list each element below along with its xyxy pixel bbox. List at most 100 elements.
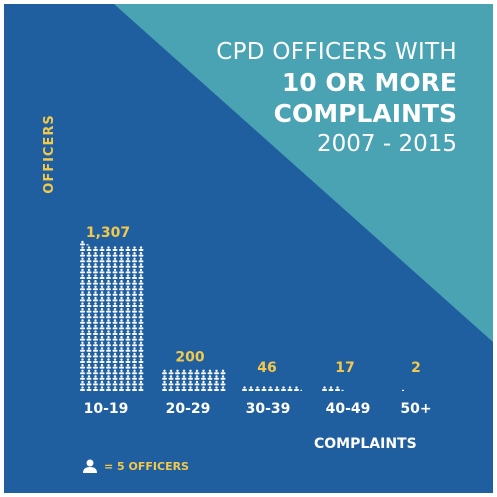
person-icon bbox=[168, 380, 174, 386]
person-icon bbox=[138, 324, 144, 330]
person-icon bbox=[188, 380, 193, 386]
person-icon bbox=[168, 386, 174, 391]
person-icon bbox=[138, 246, 144, 251]
person-icon bbox=[106, 319, 111, 324]
person-icon bbox=[138, 386, 144, 391]
person-icon bbox=[168, 375, 174, 380]
person-icon bbox=[112, 257, 118, 263]
person-icon bbox=[138, 369, 144, 375]
person-icon bbox=[80, 319, 85, 324]
person-icon bbox=[106, 330, 111, 335]
title-line-3: COMPLAINTS bbox=[273, 99, 457, 128]
person-icon bbox=[80, 240, 85, 246]
person-icon bbox=[138, 319, 144, 324]
person-icon bbox=[106, 268, 111, 274]
person-icon bbox=[93, 347, 98, 352]
person-icon bbox=[99, 380, 105, 386]
person-icon bbox=[188, 375, 193, 380]
value-label: 2 bbox=[411, 360, 421, 376]
person-icon bbox=[132, 380, 137, 386]
person-icon bbox=[119, 352, 124, 358]
person-icon bbox=[132, 341, 137, 347]
person-icon bbox=[125, 285, 131, 291]
person-icon bbox=[93, 252, 98, 257]
person-icon bbox=[112, 263, 118, 268]
person-icon bbox=[119, 263, 124, 268]
person-icon bbox=[86, 313, 92, 319]
person-icon bbox=[125, 324, 131, 330]
person-icon bbox=[132, 268, 137, 274]
person-icon bbox=[132, 375, 137, 380]
person-icon bbox=[93, 246, 98, 251]
person-icon bbox=[80, 313, 85, 319]
person-icon bbox=[80, 302, 85, 307]
person-icon bbox=[86, 324, 92, 330]
person-icon bbox=[194, 380, 200, 386]
person-icon bbox=[80, 386, 85, 391]
person-icon bbox=[112, 341, 118, 347]
person-icon bbox=[106, 263, 111, 268]
person-icon bbox=[274, 386, 280, 391]
person-icon bbox=[119, 285, 124, 291]
person-icon bbox=[106, 380, 111, 386]
person-icon bbox=[93, 386, 98, 391]
person-icon bbox=[106, 352, 111, 358]
person-icon bbox=[112, 285, 118, 291]
person-icon bbox=[93, 341, 98, 347]
legend-text: = 5 OFFICERS bbox=[104, 459, 189, 473]
bar-20-29 bbox=[162, 369, 226, 391]
person-icon bbox=[220, 369, 226, 375]
person-icon bbox=[138, 330, 144, 335]
person-icon bbox=[86, 291, 92, 296]
person-icon bbox=[119, 268, 124, 274]
person-icon bbox=[132, 352, 137, 358]
person-icon bbox=[93, 375, 98, 380]
person-icon bbox=[300, 389, 302, 391]
person-icon bbox=[119, 358, 124, 363]
person-icon bbox=[86, 369, 92, 375]
person-icon bbox=[188, 386, 193, 391]
person-icon bbox=[125, 257, 131, 263]
person-icon bbox=[132, 302, 137, 307]
person-icon bbox=[242, 386, 247, 391]
person-icon bbox=[138, 296, 144, 302]
person-icon bbox=[119, 364, 124, 369]
person-icon bbox=[106, 252, 111, 257]
person-icon bbox=[162, 369, 167, 375]
person-icon bbox=[80, 246, 85, 251]
person-icon bbox=[86, 386, 92, 391]
person-icon bbox=[93, 308, 98, 313]
person-icon bbox=[99, 308, 105, 313]
person-icon bbox=[86, 358, 92, 363]
person-icon bbox=[112, 352, 118, 358]
bar-50+ bbox=[402, 389, 404, 391]
person-icon bbox=[106, 364, 111, 369]
bar-30-39 bbox=[242, 386, 302, 391]
person-icon bbox=[132, 313, 137, 319]
person-icon bbox=[125, 319, 131, 324]
person-icon bbox=[201, 375, 206, 380]
person-icon bbox=[132, 246, 137, 251]
person-icon bbox=[112, 330, 118, 335]
person-icon bbox=[93, 274, 98, 279]
person-icon bbox=[220, 380, 226, 386]
person-icon bbox=[132, 257, 137, 263]
person-icon bbox=[106, 302, 111, 307]
person-icon bbox=[99, 296, 105, 302]
person-icon bbox=[112, 296, 118, 302]
person-icon bbox=[112, 319, 118, 324]
person-icon bbox=[112, 252, 118, 257]
person-icon bbox=[99, 280, 105, 285]
person-icon bbox=[99, 257, 105, 263]
legend: = 5 OFFICERS bbox=[82, 459, 189, 473]
person-icon bbox=[106, 375, 111, 380]
person-icon bbox=[80, 341, 85, 347]
person-icon bbox=[132, 263, 137, 268]
person-icon bbox=[125, 252, 131, 257]
person-icon bbox=[248, 386, 254, 391]
person-icon bbox=[132, 369, 137, 375]
person-icon bbox=[132, 319, 137, 324]
person-icon bbox=[106, 324, 111, 330]
person-icon bbox=[162, 380, 167, 386]
person-icon bbox=[294, 386, 299, 391]
